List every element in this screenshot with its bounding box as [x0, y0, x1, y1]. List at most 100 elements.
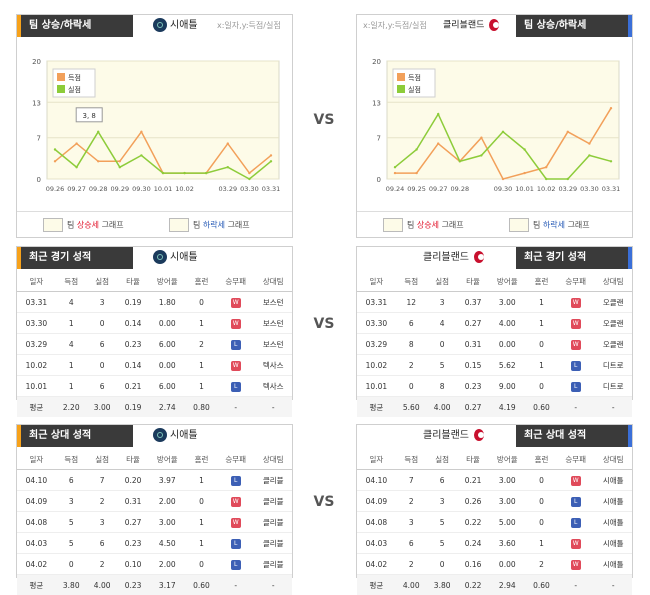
- table-cell: 0: [427, 554, 458, 575]
- x-tick-label: 09.29: [110, 185, 129, 193]
- x-tick-label: 09.27: [429, 185, 448, 193]
- table-cell: 1: [526, 292, 557, 313]
- data-point[interactable]: [227, 166, 229, 168]
- table-cell: 2: [396, 491, 427, 512]
- data-point[interactable]: [480, 137, 482, 139]
- table-cell: 0: [526, 491, 557, 512]
- data-point[interactable]: [75, 166, 77, 168]
- mariners-logo-icon: [153, 428, 167, 442]
- table-cell: 0.21: [118, 376, 149, 397]
- data-point[interactable]: [140, 154, 142, 156]
- data-point[interactable]: [205, 172, 207, 174]
- data-point[interactable]: [248, 178, 250, 180]
- vs-label: VS: [309, 316, 339, 332]
- table-cell: 03.31: [17, 292, 56, 313]
- x-tick-label: 09.25: [407, 185, 426, 193]
- data-point[interactable]: [97, 131, 99, 133]
- table-cell: 04.08: [17, 512, 56, 533]
- table-cell: 평균: [357, 575, 396, 595]
- panel-header: 팀 상승/하락세: [516, 15, 628, 37]
- table-cell: 5.62: [489, 355, 527, 376]
- loss-badge-icon: L: [231, 539, 241, 549]
- table-cell: 5: [56, 512, 87, 533]
- table-cell: 0.60: [526, 397, 557, 418]
- data-point[interactable]: [545, 166, 547, 168]
- panel-header: 팀 상승/하락세: [21, 15, 133, 37]
- data-point[interactable]: [54, 160, 56, 162]
- data-point[interactable]: [567, 178, 569, 180]
- data-point[interactable]: [227, 142, 229, 144]
- data-point[interactable]: [97, 160, 99, 162]
- data-point[interactable]: [119, 166, 121, 168]
- table-cell: 3: [427, 491, 458, 512]
- legend-label: 실점: [68, 85, 81, 94]
- data-point[interactable]: [183, 172, 185, 174]
- column-header: 실점: [427, 271, 458, 292]
- data-point[interactable]: [162, 172, 164, 174]
- data-point[interactable]: [415, 172, 417, 174]
- data-point[interactable]: [588, 154, 590, 156]
- table-cell: 5.60: [396, 397, 427, 418]
- table-cell: 1: [186, 355, 217, 376]
- team-name: 클리블랜드: [443, 18, 507, 32]
- data-point[interactable]: [502, 131, 504, 133]
- legend-label: 득점: [408, 74, 421, 82]
- data-point[interactable]: [545, 178, 547, 180]
- table-cell: 0.26: [458, 491, 489, 512]
- data-point[interactable]: [610, 107, 612, 109]
- data-point[interactable]: [523, 172, 525, 174]
- data-point[interactable]: [248, 172, 250, 174]
- data-point[interactable]: [588, 142, 590, 144]
- data-point[interactable]: [270, 160, 272, 162]
- table-cell: 1: [56, 376, 87, 397]
- table-cell: 7: [87, 470, 118, 491]
- column-header: 상대팀: [594, 271, 632, 292]
- y-tick-label: 20: [32, 58, 41, 66]
- table-cell: 1: [526, 533, 557, 554]
- data-point[interactable]: [610, 160, 612, 162]
- x-tick-label: 03.31: [262, 185, 281, 193]
- table-cell: 시애틀: [594, 491, 632, 512]
- table-cell: 0: [526, 334, 557, 355]
- table-cell: 0: [396, 376, 427, 397]
- data-point[interactable]: [75, 142, 77, 144]
- table-cell: -: [557, 397, 595, 418]
- column-header: 타율: [118, 271, 149, 292]
- panel-header: 최근 상대 성적: [21, 425, 133, 447]
- data-point[interactable]: [567, 131, 569, 133]
- data-point[interactable]: [270, 154, 272, 156]
- table-cell: 디트로: [594, 355, 632, 376]
- data-point[interactable]: [140, 131, 142, 133]
- data-point[interactable]: [415, 148, 417, 150]
- data-point[interactable]: [523, 148, 525, 150]
- data-point[interactable]: [394, 166, 396, 168]
- table-cell: 1: [56, 313, 87, 334]
- data-point[interactable]: [480, 154, 482, 156]
- table-cell: 3.97: [149, 470, 187, 491]
- loss-badge-icon: L: [571, 361, 581, 371]
- data-point[interactable]: [459, 160, 461, 162]
- guardians-logo-icon: [472, 250, 486, 264]
- data-point[interactable]: [437, 113, 439, 115]
- data-point[interactable]: [502, 178, 504, 180]
- up-trend-icon: [383, 218, 403, 232]
- table-cell: 6: [427, 470, 458, 491]
- vs-label: VS: [309, 494, 339, 510]
- column-header: 상대팀: [254, 271, 292, 292]
- table-cell: 0.14: [118, 355, 149, 376]
- table-cell: 보스턴: [254, 292, 292, 313]
- table-cell: 0.60: [186, 575, 217, 595]
- data-point[interactable]: [437, 142, 439, 144]
- data-point[interactable]: [119, 160, 121, 162]
- data-point[interactable]: [394, 172, 396, 174]
- data-point[interactable]: [54, 148, 56, 150]
- table-cell: 4.00: [489, 313, 527, 334]
- table-cell: 클리블: [254, 491, 292, 512]
- table-cell: 0.19: [118, 292, 149, 313]
- column-header: 방어율: [489, 271, 527, 292]
- x-tick-label: 09.30: [132, 185, 151, 193]
